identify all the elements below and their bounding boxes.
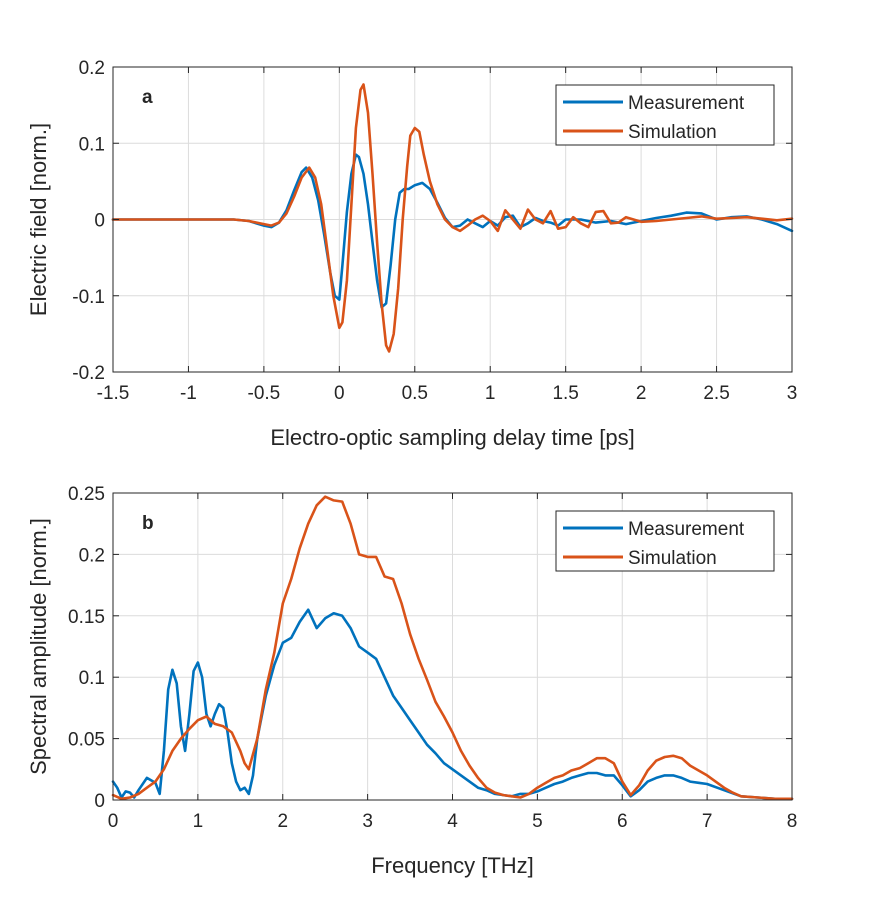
x-axis-label: Electro-optic sampling delay time [ps] — [270, 425, 634, 450]
y-axis-label: Spectral amplitude [norm.] — [26, 518, 51, 775]
x-tick-label: 7 — [702, 811, 713, 832]
x-tick-label: 6 — [617, 811, 628, 832]
panel-label: a — [142, 87, 153, 108]
x-tick-label: 5 — [532, 811, 543, 832]
legend-box — [555, 510, 775, 572]
legend: Measurement Simulation — [555, 84, 775, 146]
y-tick-label: -0.1 — [72, 287, 105, 308]
x-tick-label: 2.5 — [703, 383, 729, 404]
y-tick-labels: -0.2 -0.1 0 0.1 0.2 — [72, 58, 105, 384]
x-tick-label: 8 — [787, 811, 798, 832]
legend: Measurement Simulation — [555, 510, 775, 572]
y-tick-labels: 0 0.05 0.1 0.15 0.2 0.25 — [68, 484, 105, 812]
x-tick-labels: 0 1 2 3 4 5 6 7 8 — [108, 811, 798, 832]
x-tick-label: -1.5 — [97, 383, 130, 404]
y-tick-label: 0.05 — [68, 730, 105, 751]
x-axis-label: Frequency [THz] — [371, 853, 534, 878]
x-tick-label: 4 — [447, 811, 458, 832]
legend-label-measurement: Measurement — [628, 93, 745, 114]
x-tick-label: 3 — [362, 811, 373, 832]
x-tick-label: -1 — [180, 383, 197, 404]
tick-marks — [112, 66, 793, 373]
x-tick-label: 0 — [334, 383, 345, 404]
x-tick-label: 0.5 — [402, 383, 428, 404]
y-tick-label: 0.1 — [79, 668, 105, 689]
y-tick-label: 0 — [94, 211, 105, 232]
legend-box — [555, 84, 775, 146]
y-tick-label: 0.25 — [68, 484, 105, 505]
y-tick-label: 0 — [94, 791, 105, 812]
legend-label-measurement: Measurement — [628, 519, 745, 540]
series-line-simulation — [111, 83, 794, 353]
legend-label-simulation: Simulation — [628, 548, 717, 569]
x-tick-label: 2 — [636, 383, 647, 404]
y-tick-label: 0.2 — [79, 545, 105, 566]
panel-label: b — [142, 513, 154, 534]
x-tick-label: 1 — [193, 811, 204, 832]
plot-series — [111, 83, 794, 353]
plot-series — [111, 495, 794, 801]
series-line-simulation — [111, 495, 794, 801]
y-tick-label: -0.2 — [72, 363, 105, 384]
legend-label-simulation: Simulation — [628, 122, 717, 143]
x-tick-label: 0 — [108, 811, 119, 832]
x-tick-label: 1 — [485, 383, 496, 404]
x-tick-labels: -1.5 -1 -0.5 0 0.5 1 1.5 2 2.5 3 — [97, 383, 798, 404]
panel-a: -1.5 -1 -0.5 0 0.5 1 1.5 2 2.5 3 -0.2-0.100.10.2 … — [26, 58, 797, 450]
y-axis-label: Electric field [norm.] — [26, 123, 51, 316]
series-line-measurement — [111, 608, 794, 801]
tick-marks — [112, 492, 793, 801]
y-tick-label: 0.1 — [79, 134, 105, 155]
y-tick-label: 0.2 — [79, 58, 105, 79]
x-tick-label: -0.5 — [248, 383, 281, 404]
y-tick-label: 0.15 — [68, 607, 105, 628]
x-tick-label: 2 — [277, 811, 288, 832]
x-tick-label: 3 — [787, 383, 798, 404]
panel-b: 0 1 2 3 4 5 6 7 8 0 0.05 0.1 0.15 0.2 0.25 Frequency … — [26, 484, 797, 878]
x-tick-label: 1.5 — [552, 383, 578, 404]
